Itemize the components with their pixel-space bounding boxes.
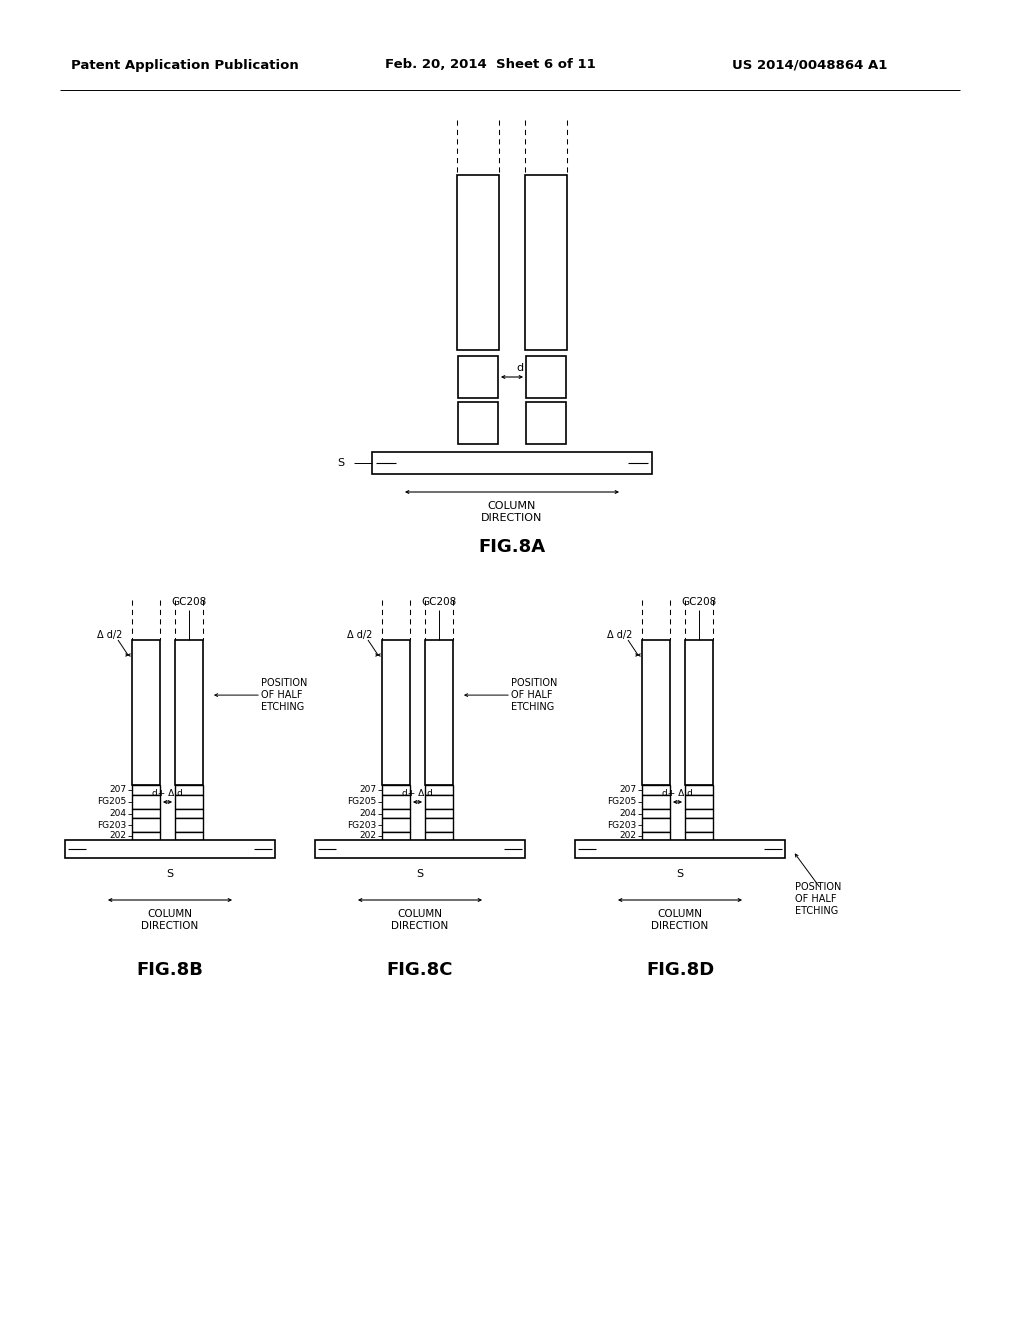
Bar bbox=[642, 785, 670, 795]
Bar bbox=[382, 795, 410, 809]
Text: GC208: GC208 bbox=[681, 597, 717, 607]
Text: d+ Δ d: d+ Δ d bbox=[402, 788, 433, 797]
Text: COLUMN: COLUMN bbox=[147, 909, 193, 919]
Bar bbox=[642, 640, 670, 785]
Text: Feb. 20, 2014  Sheet 6 of 11: Feb. 20, 2014 Sheet 6 of 11 bbox=[385, 58, 595, 71]
Bar bbox=[175, 795, 203, 809]
Text: d: d bbox=[516, 363, 523, 374]
Text: FG205: FG205 bbox=[347, 797, 376, 807]
Text: COLUMN: COLUMN bbox=[397, 909, 442, 919]
Bar bbox=[458, 356, 498, 399]
Text: COLUMN: COLUMN bbox=[487, 502, 537, 511]
Text: d+ Δ d: d+ Δ d bbox=[663, 788, 693, 797]
Bar bbox=[175, 640, 203, 785]
Text: Δ d/2: Δ d/2 bbox=[97, 630, 123, 640]
Bar bbox=[382, 809, 410, 818]
Text: 202: 202 bbox=[618, 832, 636, 841]
Text: FG203: FG203 bbox=[607, 821, 636, 829]
Text: FIG.8B: FIG.8B bbox=[136, 961, 204, 979]
Bar bbox=[425, 818, 453, 832]
Text: Δ d/2: Δ d/2 bbox=[347, 630, 373, 640]
Text: GC208: GC208 bbox=[421, 597, 457, 607]
Bar bbox=[372, 451, 652, 474]
Text: 204: 204 bbox=[359, 809, 376, 818]
Bar bbox=[132, 640, 160, 785]
Text: FIG.8C: FIG.8C bbox=[387, 961, 454, 979]
Bar bbox=[458, 403, 498, 444]
Text: FG203: FG203 bbox=[96, 821, 126, 829]
Bar bbox=[642, 809, 670, 818]
Bar bbox=[425, 795, 453, 809]
Text: S: S bbox=[677, 869, 684, 879]
Text: FIG.8D: FIG.8D bbox=[646, 961, 714, 979]
Bar bbox=[425, 640, 453, 785]
Bar bbox=[132, 785, 160, 795]
Text: COLUMN: COLUMN bbox=[657, 909, 702, 919]
Bar bbox=[526, 356, 566, 399]
Bar bbox=[425, 809, 453, 818]
Text: 207: 207 bbox=[618, 785, 636, 795]
Text: S: S bbox=[167, 869, 173, 879]
Bar bbox=[685, 818, 713, 832]
Text: DIRECTION: DIRECTION bbox=[141, 921, 199, 931]
Text: 202: 202 bbox=[359, 832, 376, 841]
Text: Δ d/2: Δ d/2 bbox=[607, 630, 633, 640]
Bar bbox=[382, 818, 410, 832]
Bar bbox=[425, 785, 453, 795]
Bar bbox=[642, 818, 670, 832]
Bar bbox=[65, 840, 275, 858]
Bar bbox=[685, 785, 713, 795]
Text: 204: 204 bbox=[618, 809, 636, 818]
Text: Patent Application Publication: Patent Application Publication bbox=[71, 58, 299, 71]
Text: 204: 204 bbox=[109, 809, 126, 818]
Text: GC208: GC208 bbox=[171, 597, 207, 607]
Text: POSITION
OF HALF
ETCHING: POSITION OF HALF ETCHING bbox=[511, 678, 557, 711]
Text: DIRECTION: DIRECTION bbox=[481, 513, 543, 523]
Bar bbox=[642, 795, 670, 809]
Text: US 2014/0048864 A1: US 2014/0048864 A1 bbox=[732, 58, 888, 71]
Text: d+ Δ d: d+ Δ d bbox=[152, 788, 183, 797]
Bar bbox=[382, 785, 410, 795]
Text: DIRECTION: DIRECTION bbox=[391, 921, 449, 931]
Bar bbox=[175, 809, 203, 818]
Bar bbox=[457, 176, 499, 350]
Bar bbox=[175, 785, 203, 795]
Bar bbox=[132, 809, 160, 818]
Bar bbox=[642, 832, 670, 840]
Text: FG203: FG203 bbox=[347, 821, 376, 829]
Bar bbox=[575, 840, 785, 858]
Bar bbox=[132, 818, 160, 832]
Text: S: S bbox=[337, 458, 344, 469]
Bar bbox=[525, 176, 567, 350]
Text: 207: 207 bbox=[109, 785, 126, 795]
Text: S: S bbox=[417, 869, 424, 879]
Bar bbox=[685, 832, 713, 840]
Text: 207: 207 bbox=[358, 785, 376, 795]
Bar bbox=[175, 832, 203, 840]
Text: FIG.8A: FIG.8A bbox=[478, 539, 546, 556]
Text: 202: 202 bbox=[109, 832, 126, 841]
Bar bbox=[315, 840, 525, 858]
Bar bbox=[382, 640, 410, 785]
Bar bbox=[685, 640, 713, 785]
Text: DIRECTION: DIRECTION bbox=[651, 921, 709, 931]
Bar bbox=[175, 818, 203, 832]
Text: POSITION
OF HALF
ETCHING: POSITION OF HALF ETCHING bbox=[795, 882, 842, 916]
Bar bbox=[685, 795, 713, 809]
Text: POSITION
OF HALF
ETCHING: POSITION OF HALF ETCHING bbox=[261, 678, 307, 711]
Text: FG205: FG205 bbox=[607, 797, 636, 807]
Text: FG205: FG205 bbox=[96, 797, 126, 807]
Bar bbox=[132, 795, 160, 809]
Bar bbox=[425, 832, 453, 840]
Bar bbox=[685, 809, 713, 818]
Bar bbox=[526, 403, 566, 444]
Bar bbox=[132, 832, 160, 840]
Bar bbox=[382, 832, 410, 840]
